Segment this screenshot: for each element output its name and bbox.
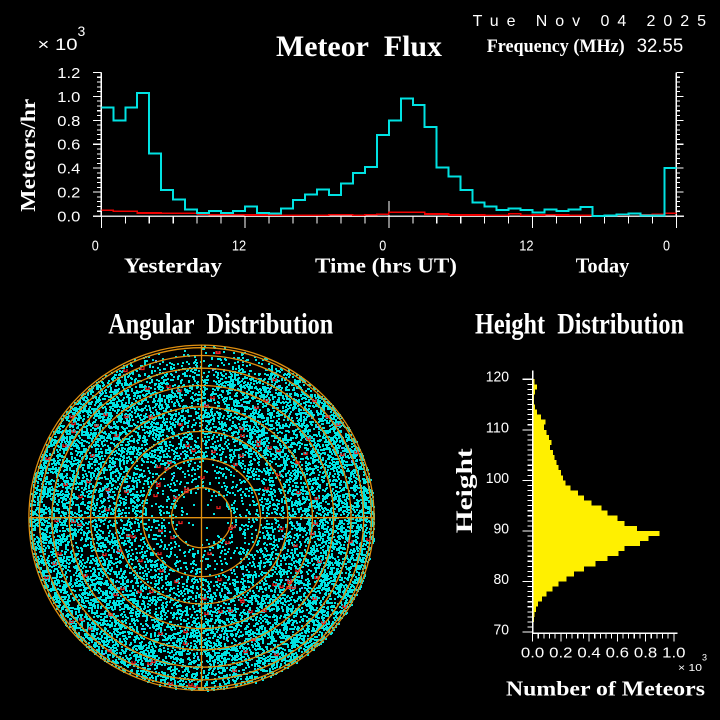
svg-text:1.0: 1.0 [662,645,685,662]
svg-text:Yesterday: Yesterday [124,254,223,278]
svg-text:0.4: 0.4 [57,161,80,178]
svg-text:1.0: 1.0 [57,89,80,106]
svg-text:0: 0 [663,237,670,254]
svg-text:1.2: 1.2 [57,65,80,82]
svg-text:100: 100 [486,470,509,487]
svg-text:0.4: 0.4 [577,645,600,662]
svg-text:70: 70 [494,622,510,639]
svg-text:90: 90 [494,520,510,537]
svg-text:0.6: 0.6 [606,645,629,662]
svg-text:0.6: 0.6 [57,137,80,154]
svg-text:3: 3 [702,653,707,663]
svg-text:32.55: 32.55 [637,36,684,57]
svg-text:0.0: 0.0 [57,209,80,226]
svg-text:Meteors/hr: Meteors/hr [16,99,40,212]
svg-text:120: 120 [486,369,509,386]
svg-text:Height Distribution: Height Distribution [475,307,684,340]
svg-text:× 10: × 10 [38,36,78,54]
svg-text:3: 3 [78,23,86,39]
svg-text:Today: Today [576,254,630,278]
svg-text:12: 12 [232,237,246,254]
svg-text:Meteor Flux: Meteor Flux [276,30,442,63]
svg-text:0: 0 [92,237,99,254]
svg-text:110: 110 [486,419,509,436]
svg-text:0.0: 0.0 [521,645,544,662]
svg-text:0.8: 0.8 [634,645,657,662]
svg-text:Time (hrs UT): Time (hrs UT) [315,254,457,278]
svg-text:× 10: × 10 [678,662,702,674]
svg-text:12: 12 [519,237,533,254]
svg-text:Height: Height [452,448,477,533]
svg-text:80: 80 [494,571,510,588]
svg-text:0.2: 0.2 [549,645,572,662]
svg-text:0.2: 0.2 [57,185,80,202]
svg-text:Number of Meteors: Number of Meteors [506,676,705,700]
svg-text:Tue Nov 04 2025: Tue Nov 04 2025 [473,13,706,30]
svg-text:Frequency (MHz): Frequency (MHz) [487,36,625,57]
svg-text:0.8: 0.8 [57,113,80,130]
svg-text:Angular Distribution: Angular Distribution [108,307,333,340]
svg-text:0: 0 [379,237,386,254]
